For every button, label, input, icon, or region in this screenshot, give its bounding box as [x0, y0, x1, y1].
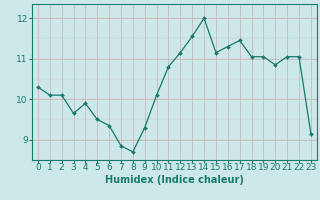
X-axis label: Humidex (Indice chaleur): Humidex (Indice chaleur) [105, 175, 244, 185]
